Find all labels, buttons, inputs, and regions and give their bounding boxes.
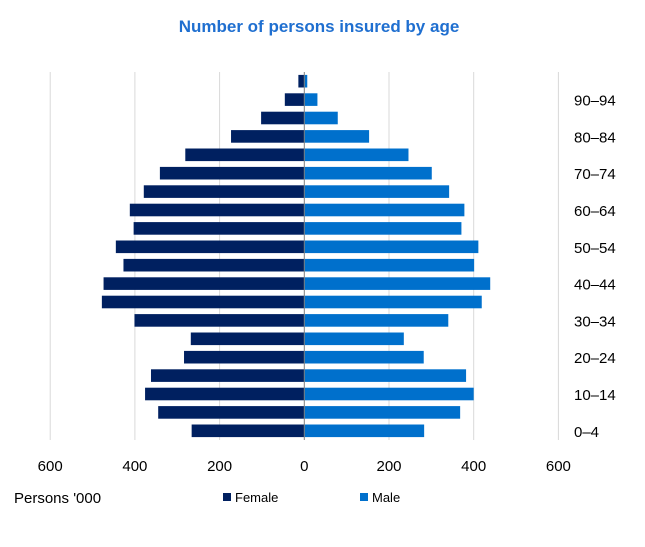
legend-swatch-male: [360, 493, 368, 501]
bar-female: [133, 222, 305, 235]
bar-female: [143, 185, 305, 198]
bar-female: [191, 424, 305, 438]
x-tick-label: 400: [461, 458, 486, 475]
x-tick-label: 200: [376, 458, 401, 475]
bar-female: [298, 74, 305, 88]
bar-male: [304, 332, 404, 346]
age-group-label: 0–4: [574, 424, 599, 441]
x-tick-label: 600: [546, 458, 571, 475]
bar-female: [184, 350, 305, 364]
x-axis-label: Persons '000: [14, 490, 101, 507]
bar-male: [304, 295, 482, 309]
bar-male: [304, 258, 475, 272]
legend-label-male: Male: [372, 490, 400, 505]
bar-female: [101, 295, 305, 309]
bar-male: [304, 314, 449, 327]
x-tick-label: 200: [207, 458, 232, 475]
bar-female: [231, 130, 305, 143]
bar-male: [304, 406, 461, 419]
age-group-label: 10–14: [574, 387, 616, 404]
bar-male: [304, 222, 462, 235]
bar-female: [261, 111, 305, 125]
bar-male: [304, 424, 425, 438]
bar-male: [304, 369, 467, 382]
bar-male: [304, 148, 409, 162]
legend-swatch-female: [223, 493, 231, 501]
bar-male: [304, 350, 424, 364]
age-group-label: 50–54: [574, 240, 616, 257]
bar-male: [304, 277, 491, 290]
bar-female: [185, 148, 305, 162]
bar-female: [190, 332, 305, 346]
bar-male: [304, 111, 338, 125]
bar-male: [304, 387, 474, 401]
bar-female: [145, 387, 305, 401]
bar-female: [103, 277, 305, 290]
age-group-label: 90–94: [574, 93, 616, 110]
age-group-label: 70–74: [574, 166, 616, 183]
bar-male: [304, 93, 318, 106]
age-group-label: 60–64: [574, 203, 616, 220]
bar-female: [158, 406, 305, 419]
legend-label-female: Female: [235, 490, 278, 505]
bar-female: [284, 93, 305, 106]
x-tick-label: 600: [38, 458, 63, 475]
x-tick-label: 0: [300, 458, 308, 475]
bar-female: [129, 203, 305, 217]
age-group-label: 80–84: [574, 129, 616, 146]
age-group-label: 30–34: [574, 313, 616, 330]
age-group-label: 20–24: [574, 350, 616, 367]
age-group-label: 40–44: [574, 277, 616, 294]
x-tick-label: 400: [122, 458, 147, 475]
bar-male: [304, 185, 450, 198]
bar-male: [304, 130, 370, 143]
bar-male: [304, 203, 465, 217]
bar-female: [115, 240, 305, 254]
bar-female: [134, 314, 305, 327]
chart-title: Number of persons insured by age: [179, 17, 460, 36]
bar-female: [159, 166, 305, 180]
bar-female: [150, 369, 305, 382]
bar-male: [304, 240, 479, 254]
bar-female: [123, 258, 305, 272]
bar-male: [304, 166, 432, 180]
bar-male: [304, 74, 308, 88]
